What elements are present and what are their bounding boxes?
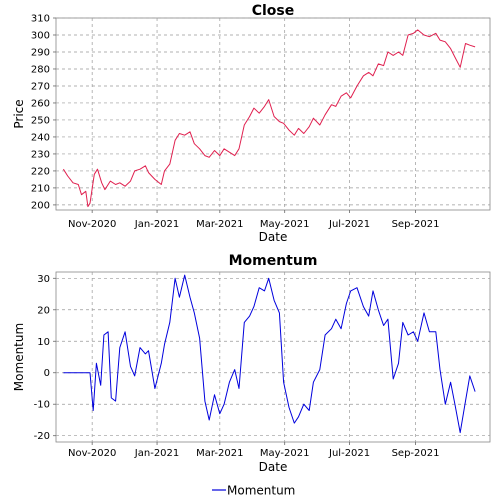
y-tick-label: 20 bbox=[37, 305, 50, 316]
plot-area bbox=[55, 271, 491, 443]
y-tick-label: 280 bbox=[31, 64, 50, 75]
y-tick-label: -10 bbox=[34, 400, 50, 411]
chart-panel-0: 200 210 220 230 240 250 260 270 280 290 300 310 Nov-… bbox=[12, 3, 491, 244]
y-tick-label: 0 bbox=[44, 368, 50, 379]
x-tick-label: Mar-2021 bbox=[196, 219, 243, 230]
x-tick-label: Nov-2020 bbox=[68, 448, 116, 459]
x-tick-label: Nov-2020 bbox=[68, 219, 116, 230]
x-axis-label: Date bbox=[259, 460, 288, 474]
y-tick-label: 260 bbox=[31, 98, 50, 109]
y-tick-label: 290 bbox=[31, 47, 50, 58]
y-tick-label: -20 bbox=[34, 431, 50, 442]
series-line-momentum bbox=[63, 274, 476, 434]
y-tick-label: 230 bbox=[31, 149, 50, 160]
y-tick-label: 240 bbox=[31, 132, 50, 143]
chart-title: Close bbox=[252, 3, 295, 19]
x-tick-label: May-2021 bbox=[260, 448, 310, 459]
legend-label: Momentum bbox=[227, 484, 295, 498]
chart-panel-1: -20 -10 0 10 20 30 Nov-2020 Jan-2021 Mar-2021 May… bbox=[12, 253, 491, 498]
y-tick-label: 30 bbox=[37, 274, 50, 285]
y-tick-label: 270 bbox=[31, 81, 50, 92]
x-tick-label: Mar-2021 bbox=[196, 448, 243, 459]
x-tick-label: Sep-2021 bbox=[392, 219, 440, 230]
x-tick-label: May-2021 bbox=[260, 219, 310, 230]
y-tick-label: 220 bbox=[31, 166, 50, 177]
x-axis-label: Date bbox=[259, 230, 288, 244]
y-tick-label: 300 bbox=[31, 30, 50, 41]
y-axis-label: Price bbox=[12, 99, 26, 128]
y-tick-label: 210 bbox=[31, 183, 50, 194]
y-axis-label: Momentum bbox=[12, 323, 26, 391]
x-tick-label: Jul-2021 bbox=[328, 448, 370, 459]
chart-title: Momentum bbox=[229, 253, 318, 269]
x-tick-label: Jul-2021 bbox=[328, 219, 370, 230]
x-tick-label: Jan-2021 bbox=[134, 219, 179, 230]
y-tick-label: 310 bbox=[31, 14, 50, 25]
x-tick-label: Sep-2021 bbox=[392, 448, 440, 459]
y-tick-label: 10 bbox=[37, 337, 50, 348]
y-tick-label: 250 bbox=[31, 115, 50, 126]
y-tick-label: 200 bbox=[31, 200, 50, 211]
charts-container: 200210220230240250260270280290300310Nov-… bbox=[12, 3, 491, 498]
series-line-close bbox=[62, 29, 476, 208]
x-tick-label: Jan-2021 bbox=[134, 448, 179, 459]
legend: Momentum bbox=[212, 484, 295, 498]
